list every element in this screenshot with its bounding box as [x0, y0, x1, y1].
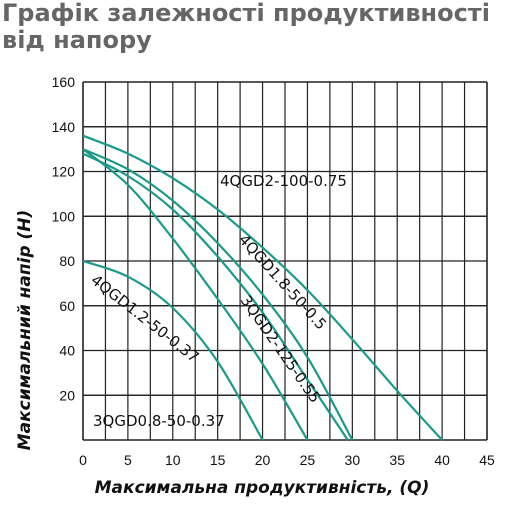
series-line-1 — [82, 148, 354, 441]
tick-labels: 0 5 10 15 20 25 30 35 40 45 20 40 60 80 100 120 140 160 — [52, 74, 495, 468]
series-line-2 — [82, 152, 349, 441]
series-line-0 — [82, 134, 443, 441]
y-axis-label: Максимальний напір (H) — [15, 210, 35, 451]
x-tick-label: 40 — [434, 452, 450, 468]
x-tick-label: 25 — [300, 452, 316, 468]
series-label-0: 4QGD2-100-0.75 — [220, 172, 347, 190]
x-tick-label: 35 — [389, 452, 405, 468]
y-tick-label: 160 — [52, 74, 76, 90]
chart-title: Графік залежності продуктивності від нап… — [2, 0, 490, 54]
x-tick-label: 30 — [345, 452, 361, 468]
x-tick-label: 0 — [79, 452, 87, 468]
x-axis-label: Максимальна продуктивність, (Q) — [95, 478, 430, 498]
x-tick-label: 10 — [165, 452, 181, 468]
y-tick-label: 20 — [59, 387, 75, 403]
x-tick-label: 5 — [124, 452, 132, 468]
x-tick-label: 45 — [479, 452, 495, 468]
y-tick-label: 140 — [52, 119, 76, 135]
curves — [82, 134, 443, 441]
series-line-3 — [82, 148, 309, 441]
x-tick-label: 20 — [255, 452, 271, 468]
y-tick-label: 60 — [59, 298, 75, 314]
y-tick-label: 40 — [59, 343, 75, 359]
series-label-4: 3QGD0.8-50-0.37 — [93, 412, 225, 430]
y-tick-label: 100 — [52, 208, 76, 224]
grid — [82, 81, 488, 441]
x-tick-label: 15 — [210, 452, 226, 468]
y-tick-label: 80 — [59, 253, 75, 269]
series-line-4 — [82, 259, 264, 441]
y-tick-label: 120 — [52, 164, 76, 180]
